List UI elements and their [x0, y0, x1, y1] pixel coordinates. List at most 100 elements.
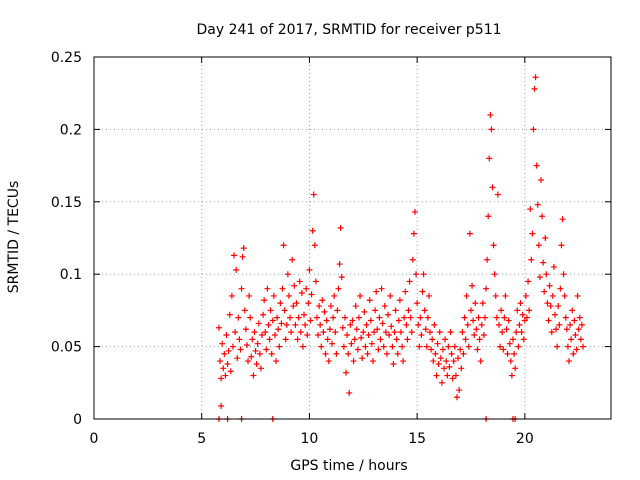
data-point — [259, 332, 266, 339]
data-point — [443, 358, 450, 365]
data-point — [364, 350, 371, 357]
data-point — [469, 282, 476, 289]
data-point — [568, 336, 575, 343]
data-point — [576, 314, 583, 321]
data-point — [368, 340, 375, 347]
data-point — [341, 314, 348, 321]
data-point — [444, 372, 451, 379]
data-point — [403, 321, 410, 328]
data-point — [470, 317, 477, 324]
data-point — [386, 332, 393, 339]
data-point — [226, 311, 233, 318]
data-point — [437, 355, 444, 362]
data-point — [343, 369, 350, 376]
data-point — [554, 343, 561, 350]
y-tick-label: 0.05 — [51, 340, 82, 356]
data-point — [425, 292, 432, 299]
data-point — [397, 329, 404, 336]
data-point — [573, 346, 580, 353]
data-point — [540, 259, 547, 266]
data-point — [311, 242, 318, 249]
data-point — [333, 350, 340, 357]
data-point — [558, 242, 565, 249]
data-point — [317, 321, 324, 328]
data-point — [348, 340, 355, 347]
data-point — [246, 292, 253, 299]
data-point — [504, 350, 511, 357]
data-point — [506, 340, 513, 347]
data-point — [435, 360, 442, 367]
data-point — [474, 346, 481, 353]
data-point — [380, 343, 387, 350]
data-point — [434, 340, 441, 347]
data-point — [301, 311, 308, 318]
data-point — [388, 323, 395, 330]
data-point — [256, 350, 263, 357]
data-point — [553, 326, 560, 333]
data-point — [321, 308, 328, 315]
data-point — [303, 285, 310, 292]
data-point — [277, 300, 284, 307]
data-point — [284, 271, 291, 278]
data-point — [379, 320, 386, 327]
data-point — [404, 336, 411, 343]
data-point — [495, 321, 502, 328]
data-point — [463, 292, 470, 299]
data-point — [487, 111, 494, 118]
data-point — [433, 372, 440, 379]
data-point — [339, 324, 346, 331]
data-point — [249, 336, 256, 343]
data-point — [526, 307, 533, 314]
plot-frame — [93, 56, 612, 420]
data-point — [310, 191, 317, 198]
data-point — [507, 358, 514, 365]
data-point — [492, 292, 499, 299]
data-point — [349, 317, 356, 324]
data-point — [351, 336, 358, 343]
data-point — [222, 372, 229, 379]
data-point — [529, 230, 536, 237]
data-point — [274, 314, 281, 321]
x-axis-ticks: 0 5 10 15 20 — [90, 57, 534, 447]
data-point — [512, 365, 519, 372]
data-point — [418, 332, 425, 339]
x-tick-label: 10 — [301, 431, 319, 447]
data-point — [536, 274, 543, 281]
data-point — [579, 343, 586, 350]
data-point — [471, 332, 478, 339]
data-point — [501, 314, 508, 321]
data-point — [288, 329, 295, 336]
gridlines — [94, 57, 611, 419]
chart-title: Day 241 of 2017, SRMTID for receiver p51… — [196, 22, 501, 38]
data-point — [409, 256, 416, 263]
data-point — [282, 336, 289, 343]
data-point — [241, 307, 248, 314]
data-point — [533, 162, 540, 169]
data-point — [528, 256, 535, 263]
data-point — [539, 213, 546, 220]
data-point — [276, 343, 283, 350]
data-point — [243, 342, 250, 349]
data-point — [346, 389, 353, 396]
data-point — [305, 300, 312, 307]
data-point — [378, 285, 385, 292]
data-point — [240, 245, 247, 252]
data-point — [324, 336, 331, 343]
data-point — [215, 324, 222, 331]
data-point — [460, 350, 467, 357]
data-point — [281, 307, 288, 314]
y-tick-label: 0.2 — [60, 122, 82, 138]
data-point — [239, 253, 246, 260]
data-point — [261, 297, 268, 304]
data-point — [320, 329, 327, 336]
data-point — [382, 329, 389, 336]
data-point — [508, 372, 515, 379]
data-point — [556, 321, 563, 328]
data-point — [257, 365, 264, 372]
data-point — [503, 326, 510, 333]
data-point — [402, 288, 409, 295]
data-point — [217, 358, 224, 365]
data-point — [336, 261, 343, 268]
data-point — [458, 365, 465, 372]
